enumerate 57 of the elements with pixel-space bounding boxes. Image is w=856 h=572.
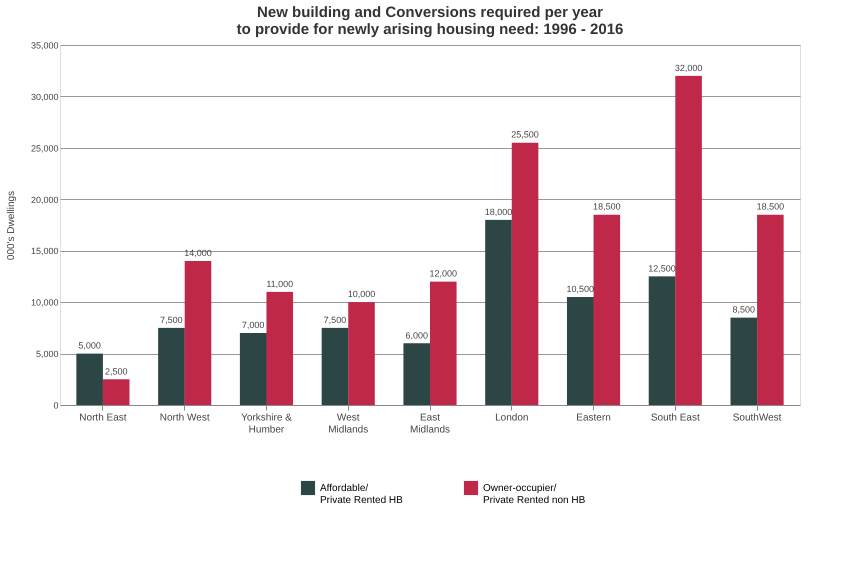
bar <box>730 318 758 405</box>
x-tick-label: East Midlands <box>410 412 450 436</box>
bar <box>594 214 620 405</box>
data-label: 14,000 <box>184 248 212 258</box>
x-tick-label: Yorkshire & Humber <box>241 412 292 436</box>
bar <box>322 328 348 405</box>
y-tick-label: 35,000 <box>30 40 58 50</box>
y-tick-label: 10,000 <box>30 298 58 308</box>
x-tick-label: SouthWest <box>732 412 782 424</box>
data-label: 18,500 <box>593 202 621 212</box>
data-label: 6,000 <box>405 330 428 340</box>
data-label: 25,500 <box>511 130 539 140</box>
bar <box>102 379 130 405</box>
legend-label: Affordable/ Private Rented HB <box>320 483 404 506</box>
data-label: 7,000 <box>242 320 264 330</box>
x-tick-label: North West <box>160 412 210 424</box>
bar <box>266 292 294 405</box>
data-label: 12,500 <box>648 263 676 274</box>
data-label: 5,000 <box>78 340 101 351</box>
bar <box>76 354 103 405</box>
bar <box>757 214 784 405</box>
x-tick-label: London <box>495 412 528 424</box>
x-tick-label: Eastern <box>576 412 611 424</box>
bar <box>675 76 702 405</box>
y-tick-label: 5,000 <box>36 349 58 360</box>
x-tick-label: West Midlands <box>328 412 368 436</box>
bar <box>403 343 430 405</box>
data-label: 7,500 <box>160 314 183 325</box>
bar <box>566 297 594 405</box>
data-label: 18,500 <box>756 202 784 212</box>
data-label: 18,000 <box>484 206 512 217</box>
bar <box>348 302 375 405</box>
text: New building and Conversions required per year <box>257 4 603 21</box>
bar <box>648 276 676 405</box>
text: to provide for newly arising housing need: 1996 - 2016 <box>236 21 624 38</box>
bar <box>512 142 538 405</box>
y-tick-label: 30,000 <box>30 92 58 102</box>
x-tick-label: South East <box>650 412 700 424</box>
data-label: 12,000 <box>430 268 458 279</box>
data-label: 11,000 <box>266 278 294 289</box>
y-tick-label: 25,000 <box>30 143 58 154</box>
legend-label: Owner-occupier/ Private Rented non HB <box>483 483 586 506</box>
data-label: 8,500 <box>732 304 756 315</box>
y-axis-title: 000's Dwellings <box>6 190 17 260</box>
bar <box>240 333 266 405</box>
y-tick-label: 20,000 <box>30 194 58 205</box>
y-tick-label: 15,000 <box>30 246 58 256</box>
x-tick-label: North East <box>79 412 127 424</box>
y-tick-label: 0 <box>53 400 58 410</box>
bar <box>485 220 512 405</box>
bar <box>184 261 212 405</box>
data-label: 2,500 <box>104 366 128 376</box>
bar <box>158 328 185 405</box>
data-label: 10,000 <box>348 289 376 300</box>
bar <box>430 282 457 405</box>
data-label: 32,000 <box>674 62 702 73</box>
data-label: 7,500 <box>324 314 346 325</box>
